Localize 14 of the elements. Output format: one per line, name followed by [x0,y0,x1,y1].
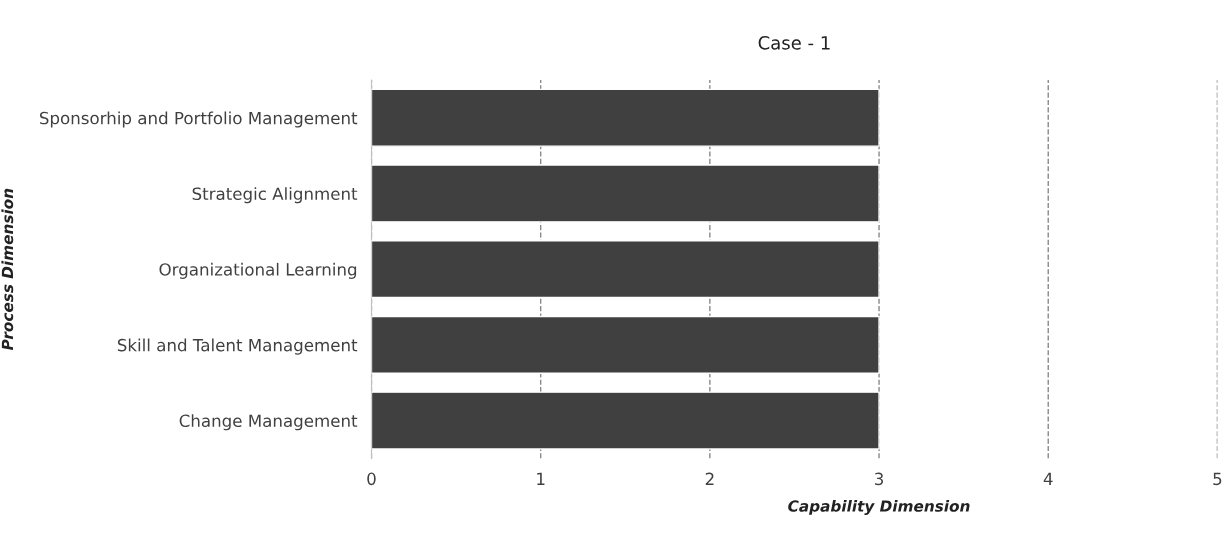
x-axis-title: Capability Dimension [788,500,970,515]
x-tick-label: 1 [537,472,545,485]
x-tick-label: 5 [1213,472,1222,486]
y-tick-label: Change Management [179,414,358,431]
x-tick-label: 0 [367,472,376,486]
y-tick-label: Skill and Talent Management [117,338,358,355]
x-tick-label: 3 [875,472,884,486]
y-axis-title: Process Dimension [1,188,14,351]
x-tick-label: 4 [1043,472,1053,485]
x-tick-label: 2 [705,472,714,485]
y-tick-label: Organizational Learning [159,262,357,279]
chart-title: Case - 1 [758,35,830,50]
y-tick-label: Strategic Alignment [192,187,358,204]
y-tick-label: Sponsorhip and Portfolio Management [39,111,358,128]
